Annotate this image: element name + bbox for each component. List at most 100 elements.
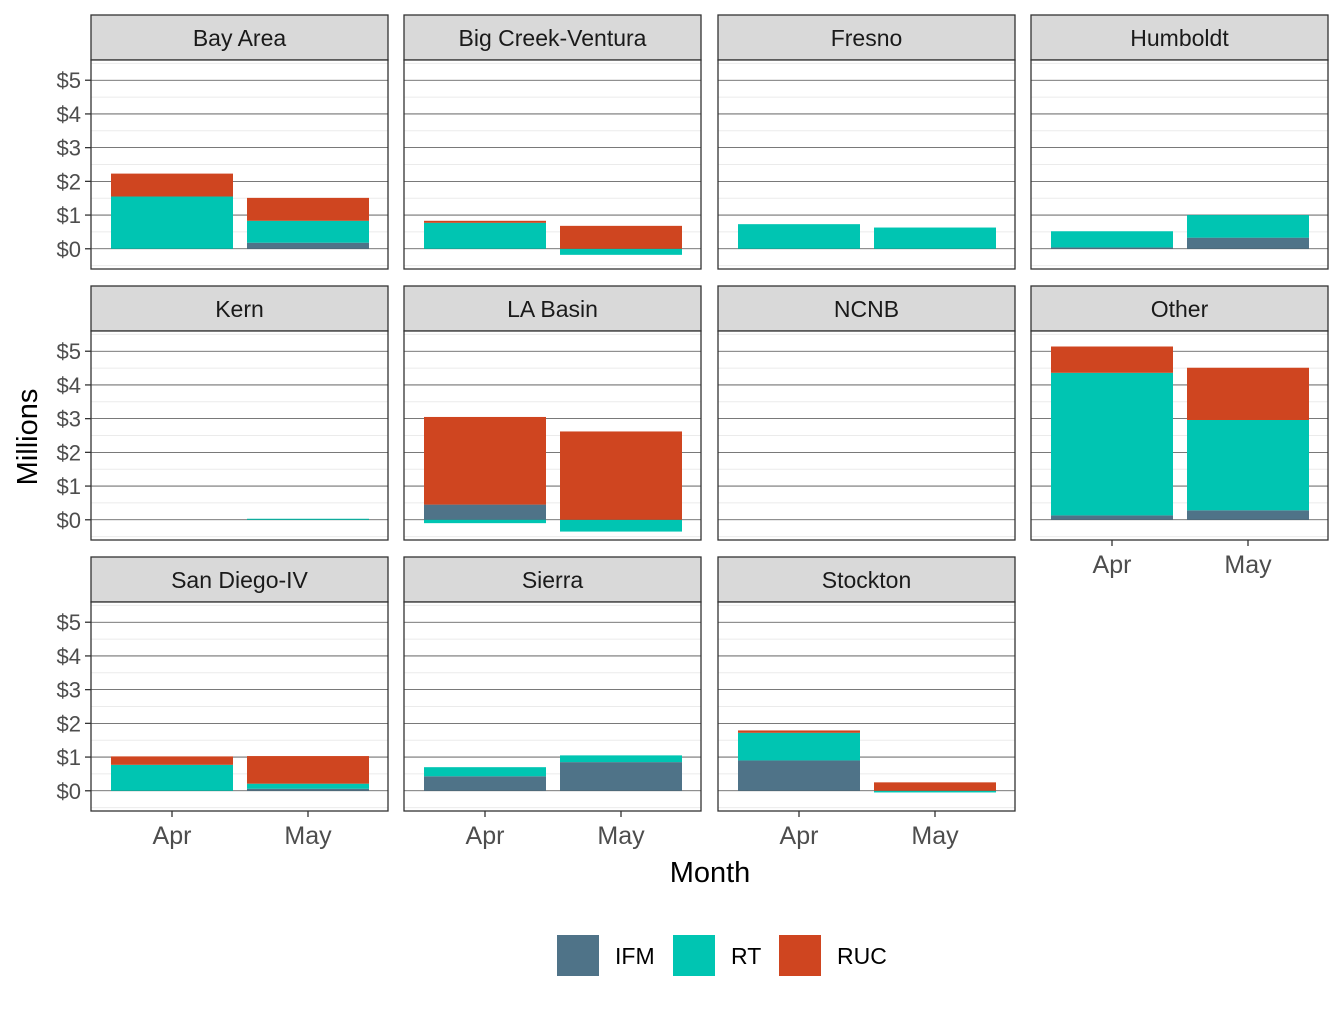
legend: IFM RT RUC <box>557 935 887 976</box>
panel-border <box>717 601 1016 812</box>
x-tick-label: Apr <box>780 822 819 850</box>
facet-stockton: Stockton Apr May <box>717 556 1016 850</box>
panel-border <box>90 601 389 812</box>
legend-label-ruc: RUC <box>837 943 887 969</box>
facet-strip-label: Big Creek-Ventura <box>459 25 647 51</box>
facet-strip <box>1030 285 1329 332</box>
facet-strip-label: Kern <box>215 296 264 322</box>
legend-label-rt: RT <box>731 943 761 969</box>
bar-big-creek-ventura-apr-ruc <box>424 220 546 223</box>
bar-big-creek-ventura-apr-rt <box>424 222 546 249</box>
facet-strip <box>403 285 702 332</box>
facet-strip <box>90 285 389 332</box>
x-tick-label: May <box>597 822 645 850</box>
bar-other-apr-rt <box>1051 372 1173 516</box>
bar-kern-may-rt <box>247 518 369 520</box>
y-axis-title: Millions <box>12 389 44 486</box>
bar-san-diego-iv-may-ruc <box>247 756 369 784</box>
panel-border <box>1030 330 1329 541</box>
facet-other: Other Apr May <box>1030 285 1329 579</box>
x-tick-label: Apr <box>1093 551 1132 579</box>
y-tick-label: $2 <box>57 169 81 194</box>
bar-humboldt-may-ifm <box>1187 237 1309 249</box>
legend-label-ifm: IFM <box>615 943 655 969</box>
bar-humboldt-may-rt <box>1187 215 1309 238</box>
facet-big-creek-ventura: Big Creek-Ventura <box>403 14 702 270</box>
facet-strip-label: Humboldt <box>1130 25 1229 51</box>
bar-san-diego-iv-apr-rt <box>111 764 233 791</box>
bar-other-may-ruc <box>1187 367 1309 420</box>
facet-kern: Kern $0 $1 $2 $3 $4 $5 <box>57 285 389 541</box>
y-tick-label: $0 <box>57 508 81 533</box>
y-tick-label: $2 <box>57 711 81 736</box>
panel-border <box>717 59 1016 270</box>
legend-key-ruc <box>779 935 821 976</box>
facet-strip-label: Fresno <box>831 25 903 51</box>
y-tick-label: $4 <box>57 644 81 669</box>
y-tick-label: $5 <box>57 610 81 635</box>
facet-strip <box>717 556 1016 603</box>
legend-key-ifm <box>557 935 599 976</box>
bar-humboldt-apr-rt <box>1051 231 1173 248</box>
bar-fresno-apr-rt <box>738 224 860 249</box>
y-tick-label: $2 <box>57 440 81 465</box>
facet-strip <box>90 556 389 603</box>
bar-humboldt-apr-ifm <box>1051 247 1173 249</box>
panel-border <box>1030 59 1329 270</box>
bar-bay-area-may-ifm <box>247 242 369 249</box>
facet-strip-label: Stockton <box>822 567 912 593</box>
panel-border <box>403 601 702 812</box>
y-tick-label: $1 <box>57 474 81 499</box>
facet-strip-label: LA Basin <box>507 296 598 322</box>
y-tick-label: $3 <box>57 678 81 703</box>
x-axis-title: Month <box>670 857 751 889</box>
facet-strip-label: San Diego-IV <box>171 567 308 593</box>
bar-stockton-may-ruc <box>874 782 996 791</box>
bar-san-diego-iv-apr-ruc <box>111 756 233 765</box>
y-tick-label: $3 <box>57 136 81 161</box>
bar-other-may-ifm <box>1187 510 1309 520</box>
bar-la-basin-apr-ruc <box>424 416 546 505</box>
facet-panels: Bay Area $0 $1 $2 $3 $4 $5 Big Creek-Ventura Fre… <box>57 14 1329 850</box>
bar-bay-area-may-ruc <box>247 197 369 221</box>
facet-strip <box>1030 14 1329 61</box>
y-tick-label: $5 <box>57 339 81 364</box>
facet-strip-label: NCNB <box>834 296 899 322</box>
facet-san-diego-iv: San Diego-IV $0 $1 $2 $3 $4 $5 Apr May <box>57 556 389 850</box>
bar-san-diego-iv-may-rt <box>247 783 369 789</box>
bar-other-apr-ruc <box>1051 346 1173 373</box>
bar-stockton-apr-ruc <box>738 730 860 733</box>
bar-la-basin-may-rt <box>560 519 682 532</box>
facet-ncnb: NCNB <box>717 285 1016 541</box>
bar-sierra-apr-ifm <box>424 776 546 791</box>
y-tick-label: $3 <box>57 407 81 432</box>
bar-sierra-may-ifm <box>560 762 682 791</box>
x-tick-label: May <box>284 822 332 850</box>
x-tick-label: Apr <box>153 822 192 850</box>
panel-border <box>403 330 702 541</box>
y-tick-label: $1 <box>57 745 81 770</box>
y-tick-label: $4 <box>57 373 81 398</box>
facet-strip <box>403 14 702 61</box>
bar-stockton-apr-ifm <box>738 760 860 791</box>
facet-strip-label: Bay Area <box>193 25 287 51</box>
bar-other-may-rt <box>1187 419 1309 511</box>
facet-strip <box>717 14 1016 61</box>
bar-la-basin-apr-rt <box>424 519 546 524</box>
bar-big-creek-ventura-may-rt <box>560 248 682 255</box>
legend-key-rt <box>673 935 715 976</box>
facet-sierra: Sierra Apr May <box>403 556 702 850</box>
bar-la-basin-may-ruc <box>560 431 682 520</box>
y-tick-label: $5 <box>57 68 81 93</box>
bar-bay-area-apr-rt <box>111 196 233 249</box>
x-tick-label: May <box>911 822 959 850</box>
bar-la-basin-apr-ifm <box>424 504 546 520</box>
facet-strip-label: Other <box>1151 296 1209 322</box>
bar-bay-area-may-rt <box>247 220 369 243</box>
facet-humboldt: Humboldt <box>1030 14 1329 270</box>
x-tick-label: Apr <box>466 822 505 850</box>
x-tick-label: May <box>1224 551 1272 579</box>
bar-sierra-may-rt <box>560 755 682 763</box>
bar-big-creek-ventura-may-ruc <box>560 225 682 249</box>
